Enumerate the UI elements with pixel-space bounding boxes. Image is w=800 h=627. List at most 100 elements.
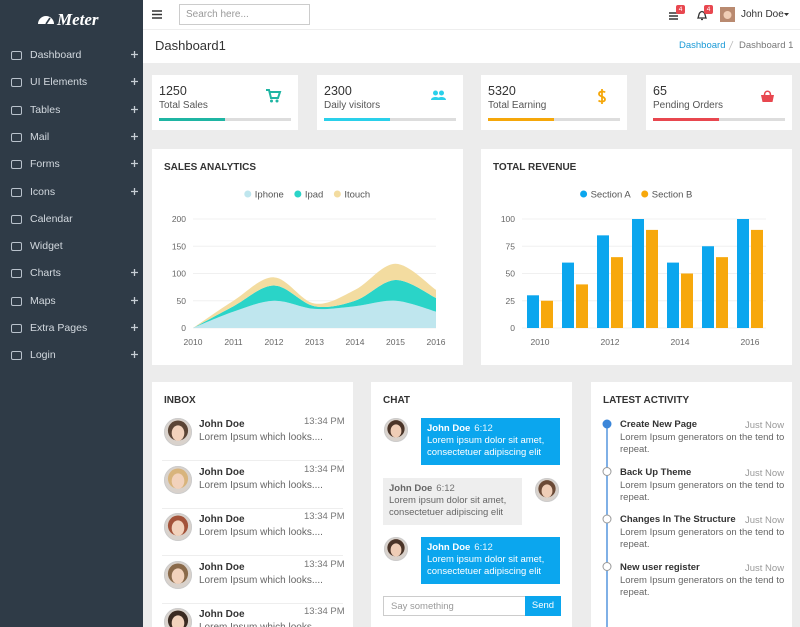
sidebar-item[interactable]: Widget <box>0 238 143 256</box>
caret <box>784 13 789 16</box>
card-title: INBOX <box>164 395 196 406</box>
slash <box>728 40 734 51</box>
sidebar-item[interactable]: Tables <box>0 102 143 120</box>
sidebar-item[interactable]: Calendar <box>0 211 143 229</box>
timeline <box>602 419 612 627</box>
y-tick-label: 50 <box>506 269 516 279</box>
chat-sender: John Doe <box>427 423 471 434</box>
icon-shape <box>11 132 22 142</box>
avatar-ring <box>164 418 192 446</box>
timeline-dot <box>602 562 612 571</box>
x-tick-label: 2010 <box>531 337 550 347</box>
badge: 4 <box>704 5 713 14</box>
sidebar-item[interactable]: Dashboard <box>0 47 143 65</box>
avatar <box>384 418 408 442</box>
legend-label: Iphone <box>255 190 284 201</box>
sidebar-icon <box>11 160 22 170</box>
sidebar-label: Charts <box>30 267 61 280</box>
sender-name: John Doe <box>199 609 245 620</box>
sidebar-icon <box>11 214 22 224</box>
y-tick-label: 150 <box>172 241 186 251</box>
x-tick-label: 2014 <box>671 337 690 347</box>
sidebar-item[interactable]: Maps <box>0 293 143 311</box>
send-button[interactable]: Send <box>525 596 561 616</box>
legend-label: Itouch <box>344 190 370 201</box>
expand-icon <box>131 51 138 58</box>
y-tick-label: 100 <box>501 214 515 224</box>
sidebar-icon <box>11 269 22 279</box>
chat-text: Lorem ipsum dolor sit amet, consectetuer… <box>427 435 545 458</box>
sidebar-item[interactable]: UI Elements <box>0 74 143 92</box>
plus <box>131 187 138 195</box>
avatar <box>164 513 192 541</box>
sidebar-item[interactable]: Login <box>0 347 143 365</box>
y-tick-label: 200 <box>172 214 186 224</box>
stat-icon <box>597 89 606 104</box>
avatar <box>164 465 192 494</box>
chat-card: CHAT John Doe 6:12 Lorem ipsum dolor sit am… <box>371 382 572 627</box>
x-tick-label: 2010 <box>184 337 203 347</box>
sidebar-icon <box>11 132 22 142</box>
brand-name: Meter <box>57 10 99 29</box>
plus <box>131 269 138 277</box>
sidebar-item[interactable]: Mail <box>0 129 143 147</box>
chat-bubble-sent: John Doe 6:12 Lorem ipsum dolor sit amet, … <box>421 418 560 465</box>
plus <box>131 351 138 359</box>
sidebar-label: Tables <box>30 103 61 116</box>
search-placeholder: Search here... <box>186 9 249 20</box>
breadcrumb-link[interactable]: Dashboard <box>679 40 726 51</box>
bar <box>646 229 658 328</box>
bar <box>751 229 763 328</box>
sidebar-item[interactable]: Icons <box>0 184 143 202</box>
x-tick-label: 2016 <box>741 337 760 347</box>
stat-value: 1250 <box>159 84 187 98</box>
sidebar-item[interactable]: Extra Pages <box>0 320 143 338</box>
stat-icon <box>266 89 282 103</box>
bar <box>527 295 539 328</box>
bar <box>597 235 609 328</box>
head <box>439 90 444 96</box>
x-tick-label: 2012 <box>265 337 284 347</box>
icon-shape <box>11 296 22 306</box>
user-name[interactable]: John Doe <box>741 9 784 20</box>
bar <box>702 246 714 328</box>
expand-icon <box>131 351 138 359</box>
expand-icon <box>131 78 138 86</box>
message-preview: Lorem Ipsum which looks.... <box>199 479 323 491</box>
page-header: Dashboard1 Dashboard Dashboard 1 <box>143 30 800 63</box>
activity-title: Create New Page <box>620 419 698 430</box>
stat-value: 65 <box>653 84 667 98</box>
legend: Iphone Ipad Itouch <box>244 190 370 201</box>
x-tick-label: 2016 <box>427 337 446 347</box>
chat-input[interactable]: Say something <box>383 596 526 616</box>
avatar-face <box>723 11 732 19</box>
sidebar-label: Forms <box>30 158 60 171</box>
avatar-ring <box>535 478 559 502</box>
logo-needle <box>45 17 51 25</box>
chat-time: 6:12 <box>436 483 455 494</box>
activity-text: Lorem Ipsum generators on the tend to re… <box>620 432 785 455</box>
stat-icon <box>761 90 774 102</box>
sender-name: John Doe <box>199 419 245 430</box>
sender-name: John Doe <box>199 561 245 573</box>
stat-label: Total Earning <box>488 100 547 111</box>
chart-card: SALES ANALYTICS Iphone Ipad Itouch 0 50 100 150… <box>152 149 463 365</box>
y-tick-label: 0 <box>510 323 515 333</box>
bar <box>576 284 588 328</box>
sidebar-item[interactable]: Charts <box>0 265 143 283</box>
plus <box>131 296 138 304</box>
bar <box>681 273 693 328</box>
chat-sender: John Doe <box>389 483 433 494</box>
sidebar-icon <box>11 242 22 252</box>
message-time: 13:34 PM <box>304 511 345 522</box>
logo-icon <box>38 16 54 25</box>
chat-bubble-received: John Doe 6:12 Lorem ipsum dolor sit amet, … <box>383 478 522 525</box>
activity-title: New user register <box>620 561 700 573</box>
search-box[interactable]: Search here... <box>179 4 310 25</box>
sidebar-item[interactable]: Forms <box>0 156 143 174</box>
